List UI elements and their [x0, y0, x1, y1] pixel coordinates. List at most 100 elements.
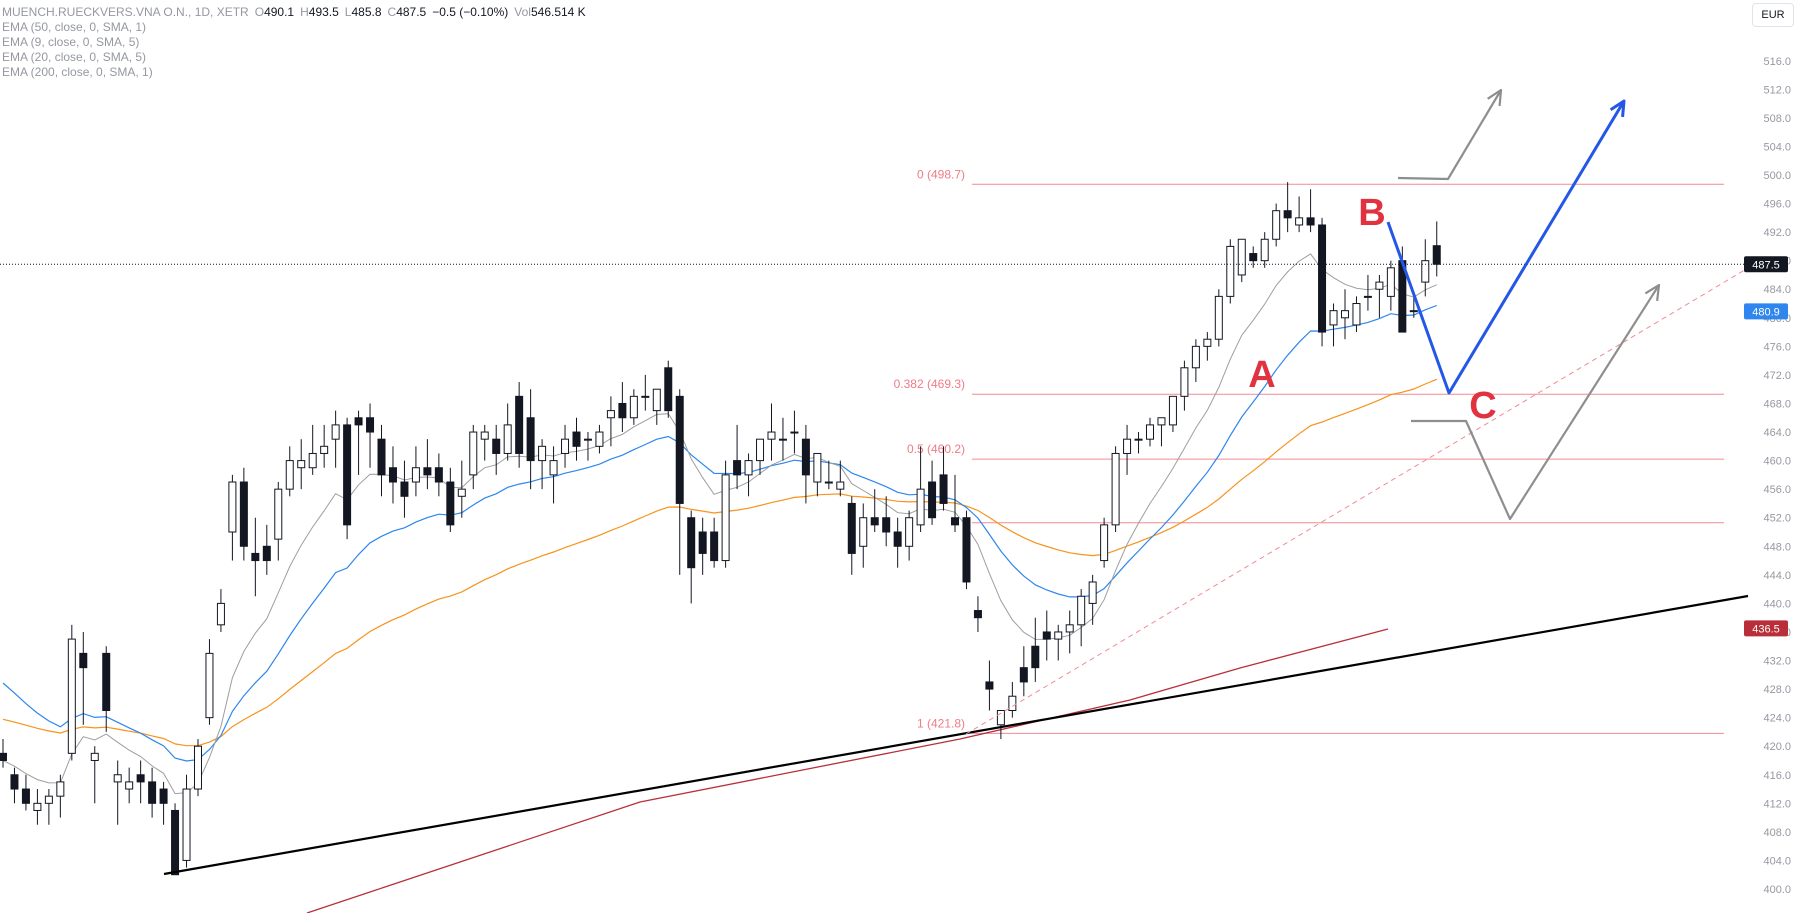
candle-body[interactable] — [996, 710, 1005, 726]
candle-body[interactable] — [56, 781, 65, 797]
candle-body[interactable] — [1329, 310, 1338, 326]
candle-body[interactable] — [343, 424, 352, 526]
candle-body[interactable] — [813, 452, 822, 483]
candle-body[interactable] — [1088, 581, 1097, 604]
candle-body[interactable] — [1386, 267, 1395, 297]
candle-body[interactable] — [801, 438, 810, 476]
candle-body[interactable] — [285, 460, 294, 490]
candle-body[interactable] — [1421, 260, 1430, 283]
candle-body[interactable] — [1375, 281, 1384, 290]
candle-body[interactable] — [1352, 303, 1361, 326]
candle-body[interactable] — [1042, 631, 1051, 640]
candle-body[interactable] — [951, 517, 960, 526]
candle-body[interactable] — [1146, 424, 1154, 440]
candle-body[interactable] — [1008, 695, 1017, 711]
candle-body[interactable] — [973, 610, 982, 619]
candle-body[interactable] — [985, 681, 994, 690]
candle-body[interactable] — [859, 517, 868, 547]
candle-body[interactable] — [102, 652, 111, 712]
candle-body[interactable] — [549, 460, 558, 476]
indicator-ema200[interactable]: EMA (200, close, 0, SMA, 1) — [2, 65, 153, 79]
candle-body[interactable] — [606, 410, 615, 419]
candle-body[interactable] — [1226, 245, 1235, 297]
candle-body[interactable] — [870, 517, 879, 526]
candle-body[interactable] — [1432, 245, 1441, 265]
candle-body[interactable] — [962, 517, 971, 583]
candle-body[interactable] — [1340, 310, 1349, 319]
candle-body[interactable] — [1031, 645, 1040, 669]
candle-body[interactable] — [446, 481, 455, 526]
candle-body[interactable] — [1134, 438, 1143, 441]
candle-body[interactable] — [1157, 417, 1166, 426]
indicator-ema50[interactable]: EMA (50, close, 0, SMA, 1) — [2, 20, 147, 34]
candle-body[interactable] — [790, 431, 799, 434]
candle-body[interactable] — [664, 367, 673, 412]
candle-body[interactable] — [33, 802, 42, 811]
candle-body[interactable] — [366, 417, 375, 433]
candle-body[interactable] — [618, 402, 627, 419]
candle-body[interactable] — [629, 395, 638, 419]
candle-body[interactable] — [595, 431, 604, 447]
dashed-trendline[interactable] — [965, 267, 1749, 735]
candle-body[interactable] — [893, 531, 902, 547]
candle-body[interactable] — [687, 517, 696, 569]
candle-body[interactable] — [320, 445, 329, 454]
candle-body[interactable] — [526, 417, 535, 462]
candle-body[interactable] — [1065, 624, 1074, 633]
candle-body[interactable] — [721, 474, 730, 562]
candle-body[interactable] — [939, 474, 948, 504]
candle-body[interactable] — [1283, 210, 1292, 219]
candle-body[interactable] — [400, 481, 409, 497]
candle-body[interactable] — [90, 752, 99, 761]
candle-body[interactable] — [1363, 295, 1372, 298]
candle-body[interactable] — [916, 488, 925, 526]
candle-body[interactable] — [44, 795, 53, 804]
candle-body[interactable] — [251, 552, 260, 562]
candle-body[interactable] — [515, 395, 524, 454]
candle-body[interactable] — [262, 545, 271, 562]
candle-body[interactable] — [21, 788, 30, 804]
candle-body[interactable] — [882, 517, 891, 533]
candle-body[interactable] — [377, 438, 386, 476]
candle-body[interactable] — [205, 652, 214, 719]
candle-body[interactable] — [125, 781, 134, 790]
candle-body[interactable] — [1111, 452, 1120, 526]
candle-body[interactable] — [1077, 595, 1086, 626]
candle-body[interactable] — [905, 517, 914, 547]
candle-body[interactable] — [1249, 253, 1258, 262]
candle-body[interactable] — [1191, 345, 1200, 369]
candle-body[interactable] — [561, 438, 570, 454]
candle-body[interactable] — [182, 788, 191, 861]
candle-body[interactable] — [388, 467, 397, 483]
candle-body[interactable] — [113, 774, 122, 783]
candle-body[interactable] — [824, 481, 833, 484]
candle-body[interactable] — [148, 781, 157, 804]
candle-body[interactable] — [1019, 667, 1028, 683]
candle-body[interactable] — [1409, 310, 1418, 313]
candle-body[interactable] — [331, 424, 340, 440]
candle-body[interactable] — [710, 531, 719, 562]
candle-body[interactable] — [297, 460, 306, 469]
candle-body[interactable] — [79, 652, 88, 669]
candle-body[interactable] — [744, 460, 753, 476]
currency-button[interactable]: EUR — [1752, 3, 1794, 27]
scenario-arrow-gray-bottom[interactable] — [1411, 284, 1660, 521]
symbol-title[interactable]: MUENCH.RUECKVERS.VNA O.N., 1D, XETR — [2, 5, 249, 19]
candle-body[interactable] — [1203, 338, 1212, 347]
candle-body[interactable] — [928, 481, 937, 519]
candle-body[interactable] — [641, 395, 650, 398]
candle-body[interactable] — [1237, 238, 1246, 276]
candle-body[interactable] — [136, 774, 145, 783]
candle-body[interactable] — [10, 774, 19, 790]
candle-body[interactable] — [1318, 224, 1327, 333]
candle-body[interactable] — [767, 431, 776, 440]
candle-body[interactable] — [503, 424, 512, 454]
candle-body[interactable] — [1214, 295, 1223, 340]
candle-body[interactable] — [1123, 438, 1132, 454]
candle-body[interactable] — [733, 460, 742, 476]
candle-body[interactable] — [492, 438, 501, 454]
candle-body[interactable] — [457, 488, 466, 497]
candle-body[interactable] — [1054, 631, 1063, 640]
candle-body[interactable] — [583, 438, 592, 441]
candle-body[interactable] — [193, 745, 202, 790]
